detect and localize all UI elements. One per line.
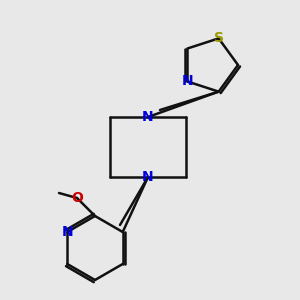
Text: N: N (142, 170, 154, 184)
Text: N: N (182, 74, 193, 88)
Text: O: O (71, 191, 83, 205)
Text: N: N (142, 110, 154, 124)
Text: S: S (214, 32, 224, 45)
Text: N: N (61, 225, 73, 239)
